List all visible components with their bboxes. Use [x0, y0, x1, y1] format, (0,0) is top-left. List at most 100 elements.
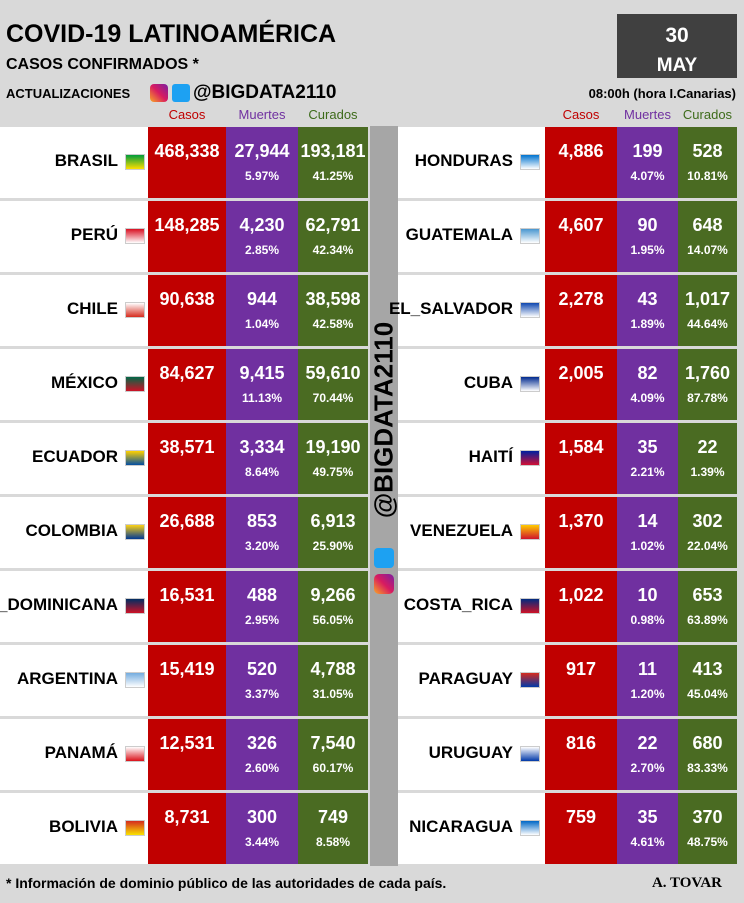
percent: 87.78% [687, 391, 728, 405]
percent: 2.21% [630, 465, 665, 479]
country: HAITÍ [468, 447, 513, 466]
value: 12,531 [159, 733, 215, 753]
value: 3,334 [239, 437, 285, 457]
value: 370 [692, 807, 723, 827]
value: 16,531 [159, 585, 215, 605]
twitter-icon [172, 84, 190, 102]
flag [520, 154, 540, 170]
percent: 70.44% [312, 391, 354, 405]
country: COSTA_RICA [403, 595, 513, 614]
percent: 44.64% [687, 317, 728, 331]
cell: 300 3.44% [226, 793, 298, 864]
value: 326 [246, 733, 278, 753]
column-header: Muertes [624, 107, 671, 122]
author: A. TOVAR [651, 875, 722, 891]
column-header: Casos [168, 107, 206, 122]
value: 944 [246, 289, 278, 309]
cell: 1,760 87.78% [678, 349, 737, 420]
date-day: 30 [665, 24, 689, 47]
percent: 1.39% [690, 465, 725, 479]
percent: 41.25% [312, 169, 354, 183]
cell: 2,005 [545, 349, 617, 420]
cell: 653 63.89% [678, 571, 737, 642]
value: 11 [637, 659, 658, 679]
instagram-icon [374, 574, 394, 594]
cell: 22 1.39% [678, 423, 737, 494]
percent: 48.75% [687, 835, 728, 849]
cell: 1,584 [545, 423, 617, 494]
value: 22 [637, 733, 658, 753]
cell: 84,627 [148, 349, 226, 420]
cell: 35 2.21% [617, 423, 678, 494]
percent: 42.58% [312, 317, 354, 331]
value: 1,760 [684, 363, 731, 383]
country: ECUADOR [32, 447, 118, 466]
percent: 83.33% [687, 761, 728, 775]
percent: 10.81% [687, 169, 728, 183]
column-header: Curados [682, 107, 733, 122]
flag [125, 598, 145, 614]
value: 1,584 [558, 437, 604, 457]
flag [520, 820, 540, 836]
cell: 326 2.60% [226, 719, 298, 790]
title: COVID-19 LATINOAMÉRICA [6, 20, 337, 48]
value: 816 [565, 733, 597, 753]
flag [520, 376, 540, 392]
value: 648 [692, 215, 723, 235]
cell: 7,540 60.17% [298, 719, 368, 790]
country: R_DOMINICANA [0, 595, 118, 614]
country: MÉXICO [50, 373, 118, 392]
value: 520 [246, 659, 278, 679]
flag [125, 376, 145, 392]
percent: 1.89% [630, 317, 665, 331]
updates-label: ACTUALIZACIONES [6, 86, 131, 101]
cell: 2,278 [545, 275, 617, 346]
country: VENEZUELA [410, 521, 513, 540]
country: BRASIL [54, 151, 118, 170]
flag [125, 450, 145, 466]
percent: 3.37% [244, 687, 280, 701]
cell: 9,266 56.05% [298, 571, 368, 642]
percent: 8.64% [244, 465, 280, 479]
percent: 3.20% [244, 539, 280, 553]
cell: 9,415 11.13% [226, 349, 298, 420]
cell: 648 14.07% [678, 201, 737, 272]
handle: @BIGDATA2110 [193, 82, 337, 103]
value: 2,278 [558, 289, 604, 309]
percent: 1.04% [244, 317, 280, 331]
value: 4,886 [558, 141, 604, 161]
value: 62,791 [305, 215, 361, 235]
percent: 1.95% [630, 243, 665, 257]
percent: 14.07% [687, 243, 728, 257]
flag [520, 746, 540, 762]
value: 38,571 [159, 437, 215, 457]
cell: 12,531 [148, 719, 226, 790]
flag [125, 820, 145, 836]
value: 35 [637, 437, 658, 457]
value: 22 [697, 437, 718, 457]
value: 302 [692, 511, 723, 531]
flag [125, 672, 145, 688]
value: 1,017 [684, 289, 731, 309]
value: 4,230 [239, 215, 285, 235]
country: HONDURAS [414, 151, 513, 170]
country: EL_SALVADOR [388, 299, 513, 318]
cell: 917 [545, 645, 617, 716]
percent: 31.05% [312, 687, 354, 701]
value: 9,415 [239, 363, 285, 383]
cell: 59,610 70.44% [298, 349, 368, 420]
percent: 4.07% [630, 169, 665, 183]
country: BOLIVIA [49, 817, 118, 836]
value: 26,688 [159, 511, 215, 531]
value: 90,638 [159, 289, 215, 309]
country: PARAGUAY [418, 669, 513, 688]
cell: 82 4.09% [617, 349, 678, 420]
cell: 14 1.02% [617, 497, 678, 568]
flag [125, 302, 145, 318]
value: 917 [565, 659, 597, 679]
cell: 680 83.33% [678, 719, 737, 790]
column-header: Curados [308, 107, 358, 122]
flag [125, 154, 145, 170]
value: 90 [637, 215, 658, 235]
